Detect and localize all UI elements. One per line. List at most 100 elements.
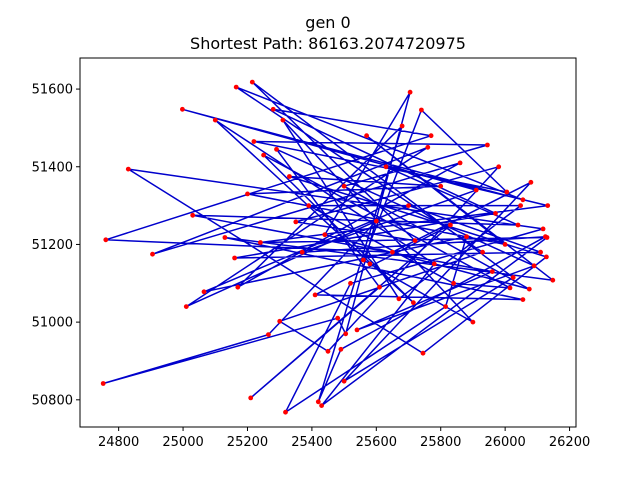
x-tick-label: 25800 [420,435,461,450]
city-point [411,300,416,306]
x-tick-label: 25200 [227,435,268,450]
city-point [489,269,495,274]
y-tick-label: 51000 [32,316,73,331]
city-point [531,263,537,269]
city-point [485,142,490,148]
city-point [354,327,360,333]
city-point [373,218,379,224]
city-point [283,409,288,415]
plot-frame [79,57,577,428]
city-point [341,378,347,384]
city-point [299,249,305,255]
city-point [399,123,405,129]
chart-subtitle: Shortest Path: 86163.2074720975 [190,34,466,53]
city-point [470,319,476,325]
city-point [425,144,431,150]
x-tick-label: 26200 [549,435,590,450]
city-point [443,304,448,309]
x-axis: 24800 25000 25200 25400 25600 25800 26000 26200 [98,427,590,450]
city-markers-layer [100,79,556,415]
city-point [493,211,498,216]
city-point [520,297,526,302]
x-tick-label: 26000 [484,435,525,450]
city-point [406,203,411,209]
city-point [507,285,513,291]
city-point [520,197,526,203]
city-point [277,318,283,324]
city-point [274,146,279,152]
city-point [233,84,239,90]
city-point [419,107,424,113]
city-point [431,261,437,267]
city-point [266,332,271,337]
city-point [361,257,366,263]
city-point [280,117,286,123]
city-point [293,219,299,225]
city-point [502,242,508,247]
city-point [235,284,241,290]
city-point [248,395,254,401]
city-point [528,179,534,185]
city-point [315,399,321,405]
city-point [338,346,344,352]
y-tick-label: 51400 [32,160,73,175]
city-point [544,235,550,240]
city-point [261,152,266,158]
y-tick-label: 51600 [32,83,73,98]
city-point [343,331,349,337]
city-point [540,226,546,232]
city-point [396,296,402,302]
y-tick-label: 51200 [32,238,73,253]
route-line [102,81,554,413]
city-point [451,280,456,286]
city-point [510,275,516,280]
x-tick-label: 25400 [291,435,332,450]
city-point [407,89,413,95]
city-point [504,189,510,195]
city-point [103,237,109,243]
city-point [312,292,318,298]
city-point [412,238,418,244]
city-point [201,289,207,295]
x-tick-label: 24800 [98,435,139,450]
x-tick-label: 25600 [356,435,397,450]
city-point [306,203,312,209]
city-point [473,187,479,193]
city-point [515,222,521,228]
x-tick-label: 25000 [162,435,203,450]
city-point [222,235,228,240]
city-point [438,183,444,189]
chart-title: gen 0 [305,13,350,32]
city-point [364,133,369,139]
city-point [550,277,556,283]
city-point [125,166,131,172]
city-point [212,117,218,123]
city-point [183,304,189,309]
city-point [180,106,185,112]
city-point [518,203,523,209]
city-point [544,254,549,260]
city-point [270,106,276,112]
city-point [325,348,331,354]
city-point [245,191,250,197]
city-point [383,164,389,170]
city-point [249,79,255,85]
city-point [464,234,469,240]
city-point [448,222,453,228]
city-point [420,350,426,356]
city-point [258,240,263,245]
city-point [457,160,463,166]
route-path-layer [102,81,554,413]
city-point [100,381,106,386]
city-point [390,249,395,255]
city-point [480,249,485,255]
city-point [348,280,353,286]
city-point [538,249,543,255]
city-point [319,403,324,408]
city-point [232,255,238,261]
city-point [190,212,196,218]
city-point [496,164,502,170]
y-axis: 50800 51000 51200 51400 51600 [32,83,80,408]
city-point [367,261,373,267]
